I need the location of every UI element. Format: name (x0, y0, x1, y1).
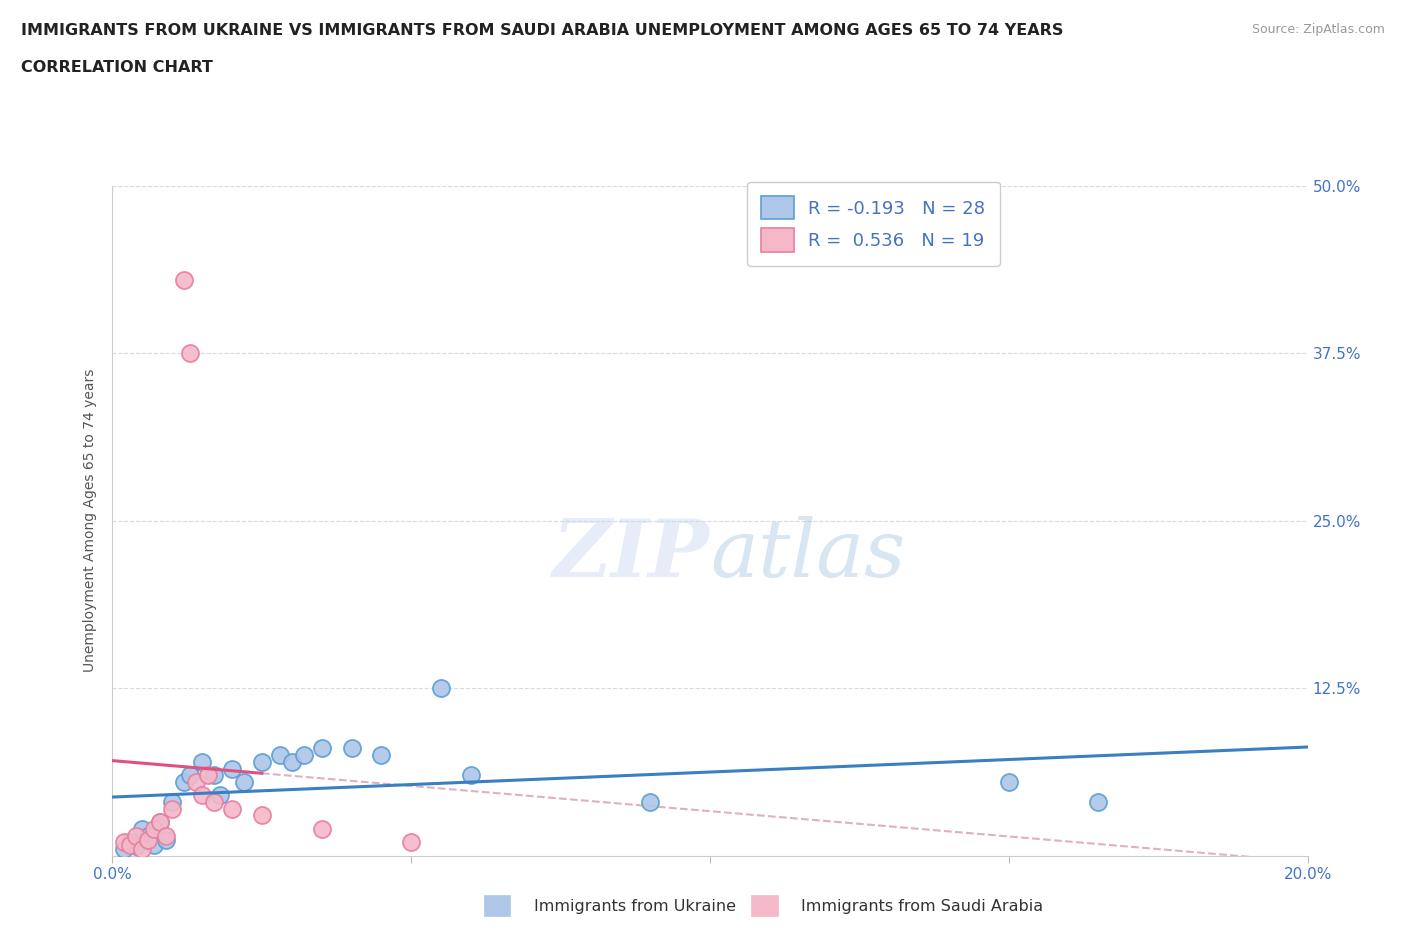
Point (281, 754, 304, 769)
Point (430, 681, 453, 696)
Point (120, 837, 142, 852)
Point (131, 842, 153, 857)
Text: Immigrants from Ukraine: Immigrants from Ukraine (534, 899, 737, 914)
Point (1087, 794, 1109, 809)
Point (401, 835, 423, 850)
Point (186, 775, 208, 790)
Point (202, 768, 225, 783)
Point (114, 842, 135, 857)
Point (311, 821, 333, 836)
Point (232, 775, 256, 790)
Point (173, 775, 195, 790)
Point (311, 741, 333, 756)
Point (179, 768, 201, 783)
Point (202, 794, 225, 809)
Point (208, 788, 231, 803)
Text: CORRELATION CHART: CORRELATION CHART (21, 60, 212, 75)
Point (143, 821, 166, 836)
Point (162, 802, 183, 817)
Point (114, 835, 135, 850)
Point (370, 748, 392, 763)
Point (155, 828, 177, 843)
Point (138, 832, 160, 847)
Point (998, 775, 1021, 790)
Point (131, 821, 153, 836)
Point (162, 794, 183, 809)
Point (191, 754, 214, 769)
Text: ZIP: ZIP (553, 515, 710, 593)
Point (149, 815, 172, 830)
Point (179, 346, 201, 361)
Text: Immigrants from Saudi Arabia: Immigrants from Saudi Arabia (801, 899, 1043, 914)
Point (460, 768, 482, 783)
Point (269, 748, 291, 763)
Legend: R = -0.193   N = 28, R =  0.536   N = 19: R = -0.193 N = 28, R = 0.536 N = 19 (747, 181, 1000, 266)
Text: atlas: atlas (710, 515, 905, 593)
Point (250, 754, 273, 769)
Point (292, 748, 315, 763)
Point (221, 802, 243, 817)
Point (120, 835, 142, 850)
Point (125, 839, 148, 854)
Y-axis label: Unemployment Among Ages 65 to 74 years: Unemployment Among Ages 65 to 74 years (83, 369, 97, 672)
Point (250, 808, 273, 823)
Point (340, 741, 363, 756)
Point (638, 794, 662, 809)
Text: Source: ZipAtlas.com: Source: ZipAtlas.com (1251, 23, 1385, 36)
Point (143, 837, 166, 852)
Point (197, 768, 219, 783)
Point (125, 828, 148, 843)
Point (149, 815, 172, 830)
Text: IMMIGRANTS FROM UKRAINE VS IMMIGRANTS FROM SAUDI ARABIA UNEMPLOYMENT AMONG AGES : IMMIGRANTS FROM UKRAINE VS IMMIGRANTS FR… (21, 23, 1063, 38)
Point (173, 272, 195, 287)
Point (138, 828, 160, 843)
Point (155, 832, 177, 847)
Point (221, 761, 243, 776)
Point (191, 788, 214, 803)
